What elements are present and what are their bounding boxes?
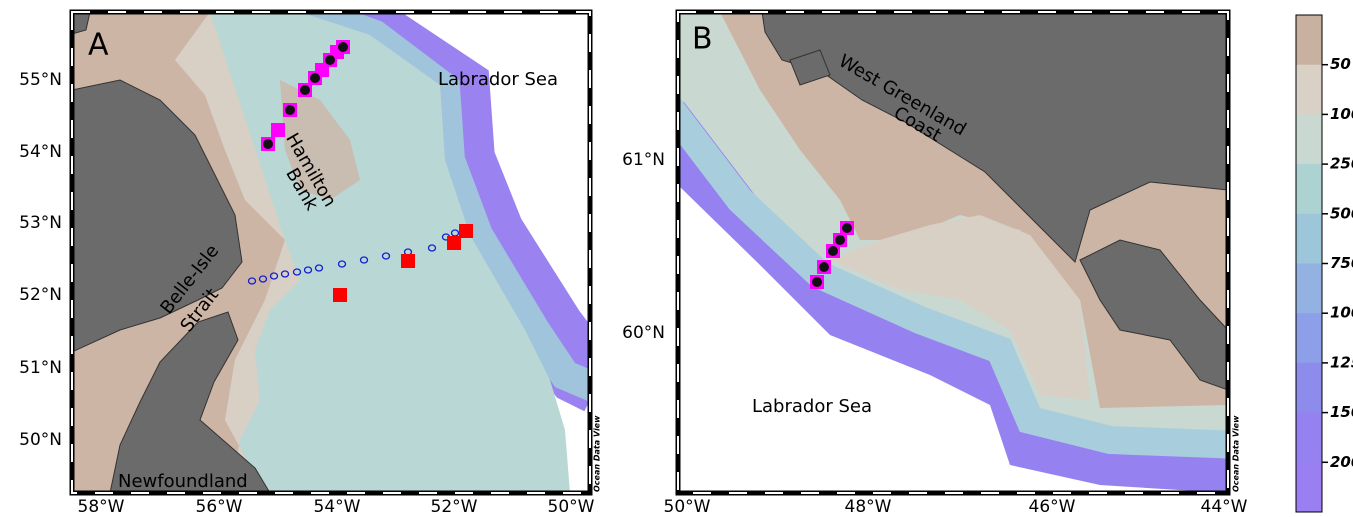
lon-tick: 58°W (78, 497, 125, 517)
colorbar-label: 50 (1330, 55, 1351, 73)
colorbar: 50 100 250 500 750 1000 1250 1500 2000 (1295, 14, 1353, 513)
colorbar-band (1296, 412, 1322, 463)
map-b (678, 12, 1228, 493)
panel-label: B (692, 22, 713, 57)
lat-tick: 53°N (19, 213, 62, 233)
lon-tick: 56°W (196, 497, 243, 517)
colorbar-label: 500 (1330, 204, 1353, 222)
lon-tick: 50°W (664, 497, 711, 517)
colorbar-band (1296, 362, 1322, 414)
credit: Ocean Data View (593, 415, 602, 492)
lon-tick: 54°W (314, 497, 361, 517)
lon-tick: 48°W (845, 497, 892, 517)
colorbar-label: 1500 (1330, 403, 1353, 421)
colorbar-band (1296, 213, 1322, 264)
lat-tick: 52°N (19, 285, 62, 305)
colorbar-label: 100 (1330, 105, 1353, 123)
credit: Ocean Data View (1232, 415, 1241, 492)
lat-tick: 54°N (19, 142, 62, 162)
frame-a-dash (71, 11, 591, 494)
lat-tick: 61°N (622, 150, 665, 170)
stations-a (247, 40, 473, 302)
lon-tick: 52°W (431, 497, 478, 517)
lon-tick: 44°W (1201, 497, 1248, 517)
lat-tick: 60°N (622, 323, 665, 343)
place-name: Labrador Sea (752, 396, 872, 417)
colorbar-label: 1250 (1330, 353, 1353, 371)
lat-tick: 55°N (19, 70, 62, 90)
lon-tick: 50°W (548, 497, 595, 517)
stations-b (810, 221, 854, 289)
colorbar-band (1296, 263, 1322, 314)
colorbar-label: 2000 (1330, 453, 1353, 471)
colorbar-band (1296, 114, 1322, 165)
colorbar-label: 250 (1330, 155, 1353, 173)
colorbar-label: 750 (1330, 254, 1353, 272)
frame-b-dash (677, 11, 1229, 494)
panel-label: A (88, 28, 109, 63)
lat-tick: 50°N (19, 430, 62, 450)
colorbar-band (1296, 313, 1322, 364)
colorbar-label: 1000 (1330, 304, 1353, 322)
colorbar-band (1296, 15, 1322, 66)
lon-tick: 46°W (1029, 497, 1076, 517)
colorbar-band (1296, 64, 1322, 115)
colorbar-band (1296, 462, 1322, 513)
place-name: Labrador Sea (438, 69, 558, 90)
colorbar-band (1296, 164, 1322, 215)
place-name: Newfoundland (118, 471, 248, 492)
lat-tick: 51°N (19, 358, 62, 378)
map-a (72, 12, 590, 493)
